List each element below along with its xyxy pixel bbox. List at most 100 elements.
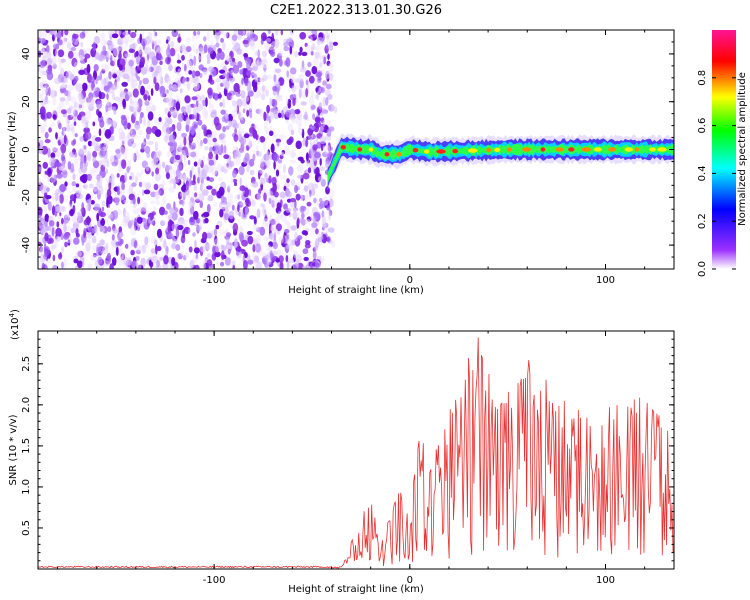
- noise-cell: [80, 163, 88, 174]
- noise-cell: [323, 56, 327, 65]
- noise-cell: [248, 127, 256, 134]
- noise-cell: [238, 122, 242, 132]
- noise-cell: [114, 156, 119, 166]
- noise-cell: [308, 34, 315, 40]
- noise-cell: [167, 233, 174, 240]
- noise-cell: [188, 133, 194, 144]
- noise-cell: [143, 189, 151, 195]
- noise-cell: [229, 61, 237, 67]
- noise-cell: [263, 192, 267, 202]
- noise-cell: [105, 63, 110, 71]
- noise-cell: [84, 148, 87, 154]
- noise-cell: [283, 164, 286, 174]
- noise-cell: [197, 107, 201, 113]
- noise-cell: [227, 113, 233, 122]
- noise-cell: [179, 207, 184, 217]
- noise-cell: [151, 255, 158, 264]
- noise-cell: [273, 197, 278, 207]
- noise-cell: [234, 194, 241, 200]
- noise-cell: [52, 44, 59, 49]
- noise-cell: [133, 111, 137, 118]
- noise-cell: [231, 100, 237, 107]
- noise-cell: [270, 143, 275, 154]
- noise-cell: [175, 66, 182, 73]
- noise-cell: [131, 134, 134, 143]
- noise-cell: [219, 102, 223, 107]
- noise-cell: [94, 203, 100, 213]
- noise-cell: [305, 88, 309, 98]
- noise-cell: [101, 63, 108, 71]
- noise-cell: [135, 71, 138, 79]
- noise-cell: [194, 70, 201, 77]
- noise-cell: [272, 182, 278, 193]
- noise-cell: [266, 104, 270, 114]
- noise-cell: [207, 253, 211, 258]
- noise-cell: [218, 145, 225, 155]
- noise-cell: [192, 174, 196, 184]
- noise-cell: [242, 39, 249, 45]
- noise-cell: [249, 110, 253, 119]
- noise-cell: [179, 88, 183, 94]
- noise-cell: [216, 261, 220, 267]
- noise-cell: [257, 49, 260, 59]
- noise-cell: [47, 147, 51, 158]
- noise-cell: [165, 165, 173, 171]
- noise-cell: [258, 169, 263, 176]
- noise-cell: [85, 242, 91, 252]
- noise-cell: [206, 259, 213, 267]
- noise-cell: [43, 205, 47, 214]
- noise-cell: [329, 73, 334, 82]
- noise-cell: [279, 191, 286, 199]
- noise-cell: [244, 198, 250, 207]
- noise-cell: [222, 98, 226, 109]
- noise-cell: [70, 238, 73, 247]
- noise-cell: [242, 68, 247, 78]
- noise-cell: [203, 44, 208, 54]
- noise-cell: [181, 132, 187, 138]
- noise-cell: [97, 111, 102, 118]
- noise-cell: [101, 68, 106, 74]
- noise-cell: [318, 176, 323, 183]
- noise-cell: [189, 199, 192, 207]
- noise-cell: [311, 43, 316, 51]
- noise-cell: [246, 70, 252, 76]
- noise-cell: [238, 231, 244, 241]
- noise-cell: [283, 46, 290, 52]
- noise-cell: [65, 70, 73, 79]
- noise-cell: [324, 30, 329, 35]
- noise-cell: [60, 165, 68, 172]
- noise-cell: [96, 75, 101, 81]
- noise-cell: [309, 96, 315, 107]
- noise-cell: [219, 51, 225, 60]
- noise-cell: [60, 109, 67, 115]
- noise-cell: [93, 187, 98, 193]
- noise-cell: [58, 122, 62, 130]
- noise-cell: [256, 208, 261, 219]
- noise-cell: [222, 78, 229, 87]
- noise-cell: [284, 228, 290, 234]
- noise-cell: [166, 203, 172, 210]
- noise-cell: [301, 212, 305, 220]
- noise-cell: [184, 95, 191, 104]
- noise-cell: [131, 42, 137, 50]
- noise-cell: [237, 30, 243, 36]
- noise-cell: [332, 41, 338, 46]
- noise-cell: [214, 251, 221, 258]
- noise-cell: [188, 246, 193, 253]
- colorbar-tick-label: 0.2: [697, 213, 708, 229]
- noise-cell: [199, 217, 204, 227]
- noise-cell: [275, 169, 280, 177]
- noise-cell: [267, 44, 275, 51]
- noise-cell: [251, 181, 259, 188]
- noise-cell: [208, 151, 214, 160]
- noise-cell: [232, 64, 240, 74]
- noise-cell: [272, 228, 279, 235]
- noise-cell: [82, 121, 87, 129]
- noise-cell: [132, 101, 140, 111]
- noise-cell: [176, 121, 182, 132]
- noise-cell: [274, 38, 280, 49]
- colorbar-tick-label: 0.6: [697, 118, 708, 134]
- noise-cell: [257, 89, 262, 96]
- noise-cell: [58, 101, 65, 110]
- noise-cell: [44, 220, 48, 228]
